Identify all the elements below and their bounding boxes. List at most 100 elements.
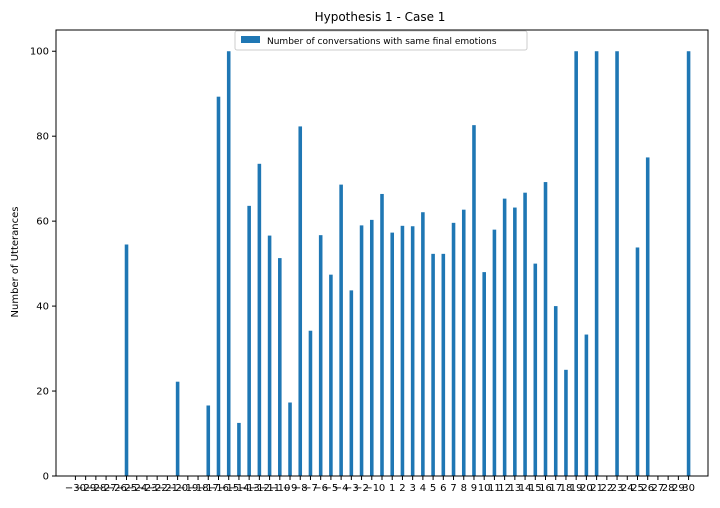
x-tick-label: 17: [549, 483, 562, 494]
x-tick-label: −19: [177, 483, 198, 494]
bar: [513, 207, 517, 476]
bar: [175, 381, 180, 476]
bar: [482, 272, 486, 476]
x-tick-label: −9: [283, 483, 298, 494]
bar: [318, 235, 323, 476]
bar: [492, 229, 497, 476]
bar: [461, 209, 466, 476]
bar: [237, 422, 241, 476]
bar: [380, 193, 384, 476]
bar: [247, 205, 251, 476]
x-tick-label: −24: [126, 483, 147, 494]
x-tick-label: 20: [580, 483, 593, 494]
y-axis-label: Number of Utterances: [10, 207, 21, 318]
x-tick-label: 19: [570, 483, 583, 494]
bar: [278, 258, 282, 476]
x-tick-label: −20: [167, 483, 188, 494]
x-tick-label: 1: [389, 483, 395, 494]
x-tick-label: 15: [529, 483, 542, 494]
bar: [533, 263, 538, 476]
bar: [206, 405, 211, 476]
x-tick-label: −13: [239, 483, 260, 494]
x-tick-label: −25: [116, 483, 137, 494]
x-tick-label: −3: [344, 483, 359, 494]
x-tick-label: −5: [324, 483, 339, 494]
bar: [298, 126, 303, 476]
x-tick-label: 26: [641, 483, 654, 494]
x-tick-label: −30: [65, 483, 86, 494]
bar: [421, 212, 425, 477]
x-tick-label: 25: [631, 483, 644, 494]
x-tick-label: −27: [96, 483, 117, 494]
bar: [349, 290, 354, 476]
legend-swatch: [241, 36, 260, 43]
legend-label: Number of conversations with same final …: [267, 37, 497, 47]
x-tick-label: −6: [313, 483, 328, 494]
x-tick-label: −8: [293, 483, 308, 494]
x-tick-label: 30: [682, 483, 695, 494]
legend-frame: [234, 30, 528, 51]
x-tick-label: 23: [611, 483, 624, 494]
bar: [124, 244, 129, 476]
x-tick-label: −2: [354, 483, 369, 494]
x-tick-label: −1: [364, 483, 379, 494]
y-tick-label: 40: [36, 302, 49, 313]
bar: [390, 232, 395, 476]
x-tick-label: 3: [409, 483, 415, 494]
bar: [584, 334, 589, 476]
bar: [308, 330, 313, 476]
x-tick-label: −15: [218, 483, 239, 494]
bar: [267, 235, 272, 476]
x-tick-label: 8: [461, 483, 467, 494]
x-tick-label: 18: [560, 483, 573, 494]
x-tick-label: −4: [334, 483, 349, 494]
x-tick-label: 11: [488, 483, 501, 494]
bar: [645, 157, 650, 476]
y-tick-label: 80: [36, 132, 49, 143]
x-tick-label: −12: [249, 483, 270, 494]
x-tick-label: 4: [420, 483, 426, 494]
bar: [686, 51, 691, 476]
x-tick-label: 21: [590, 483, 603, 494]
chart-title: Hypothesis 1 - Case 1: [315, 10, 446, 24]
x-tick-label: −21: [157, 483, 178, 494]
bar: [400, 225, 405, 476]
x-tick-label: 14: [519, 483, 532, 494]
plot-area: 020406080100−30−29−28−27−26−25−24−23−22−…: [30, 29, 709, 494]
x-tick-label: −14: [228, 483, 249, 494]
x-tick-label: 9: [471, 483, 477, 494]
x-tick-label: −22: [147, 483, 168, 494]
bar: [226, 51, 231, 476]
bar: [472, 125, 476, 476]
x-tick-label: 6: [440, 483, 446, 494]
bar: [257, 163, 262, 477]
x-tick-label: −11: [259, 483, 280, 494]
x-tick-label: −26: [106, 483, 127, 494]
bar: [553, 306, 558, 476]
x-tick-label: 7: [450, 483, 456, 494]
bar: [369, 219, 374, 476]
bar: [574, 51, 578, 476]
y-tick-label: 20: [36, 387, 49, 398]
bar: [635, 247, 640, 476]
bar: [359, 225, 364, 476]
bar: [502, 198, 507, 476]
bar: [543, 182, 548, 476]
x-tick-label: −18: [187, 483, 208, 494]
y-tick-label: 100: [30, 47, 49, 58]
x-tick-label: 27: [652, 483, 665, 494]
x-tick-label: 13: [508, 483, 521, 494]
x-tick-label: −16: [208, 483, 229, 494]
bar: [216, 96, 221, 476]
bar: [431, 253, 435, 476]
bar: [441, 253, 446, 476]
bar: [410, 226, 415, 476]
x-tick-label: −7: [303, 483, 318, 494]
x-tick-label: −28: [85, 483, 106, 494]
bar: [615, 51, 619, 476]
bar: [564, 369, 568, 476]
x-tick-label: 12: [498, 483, 511, 494]
bar: [329, 274, 333, 476]
